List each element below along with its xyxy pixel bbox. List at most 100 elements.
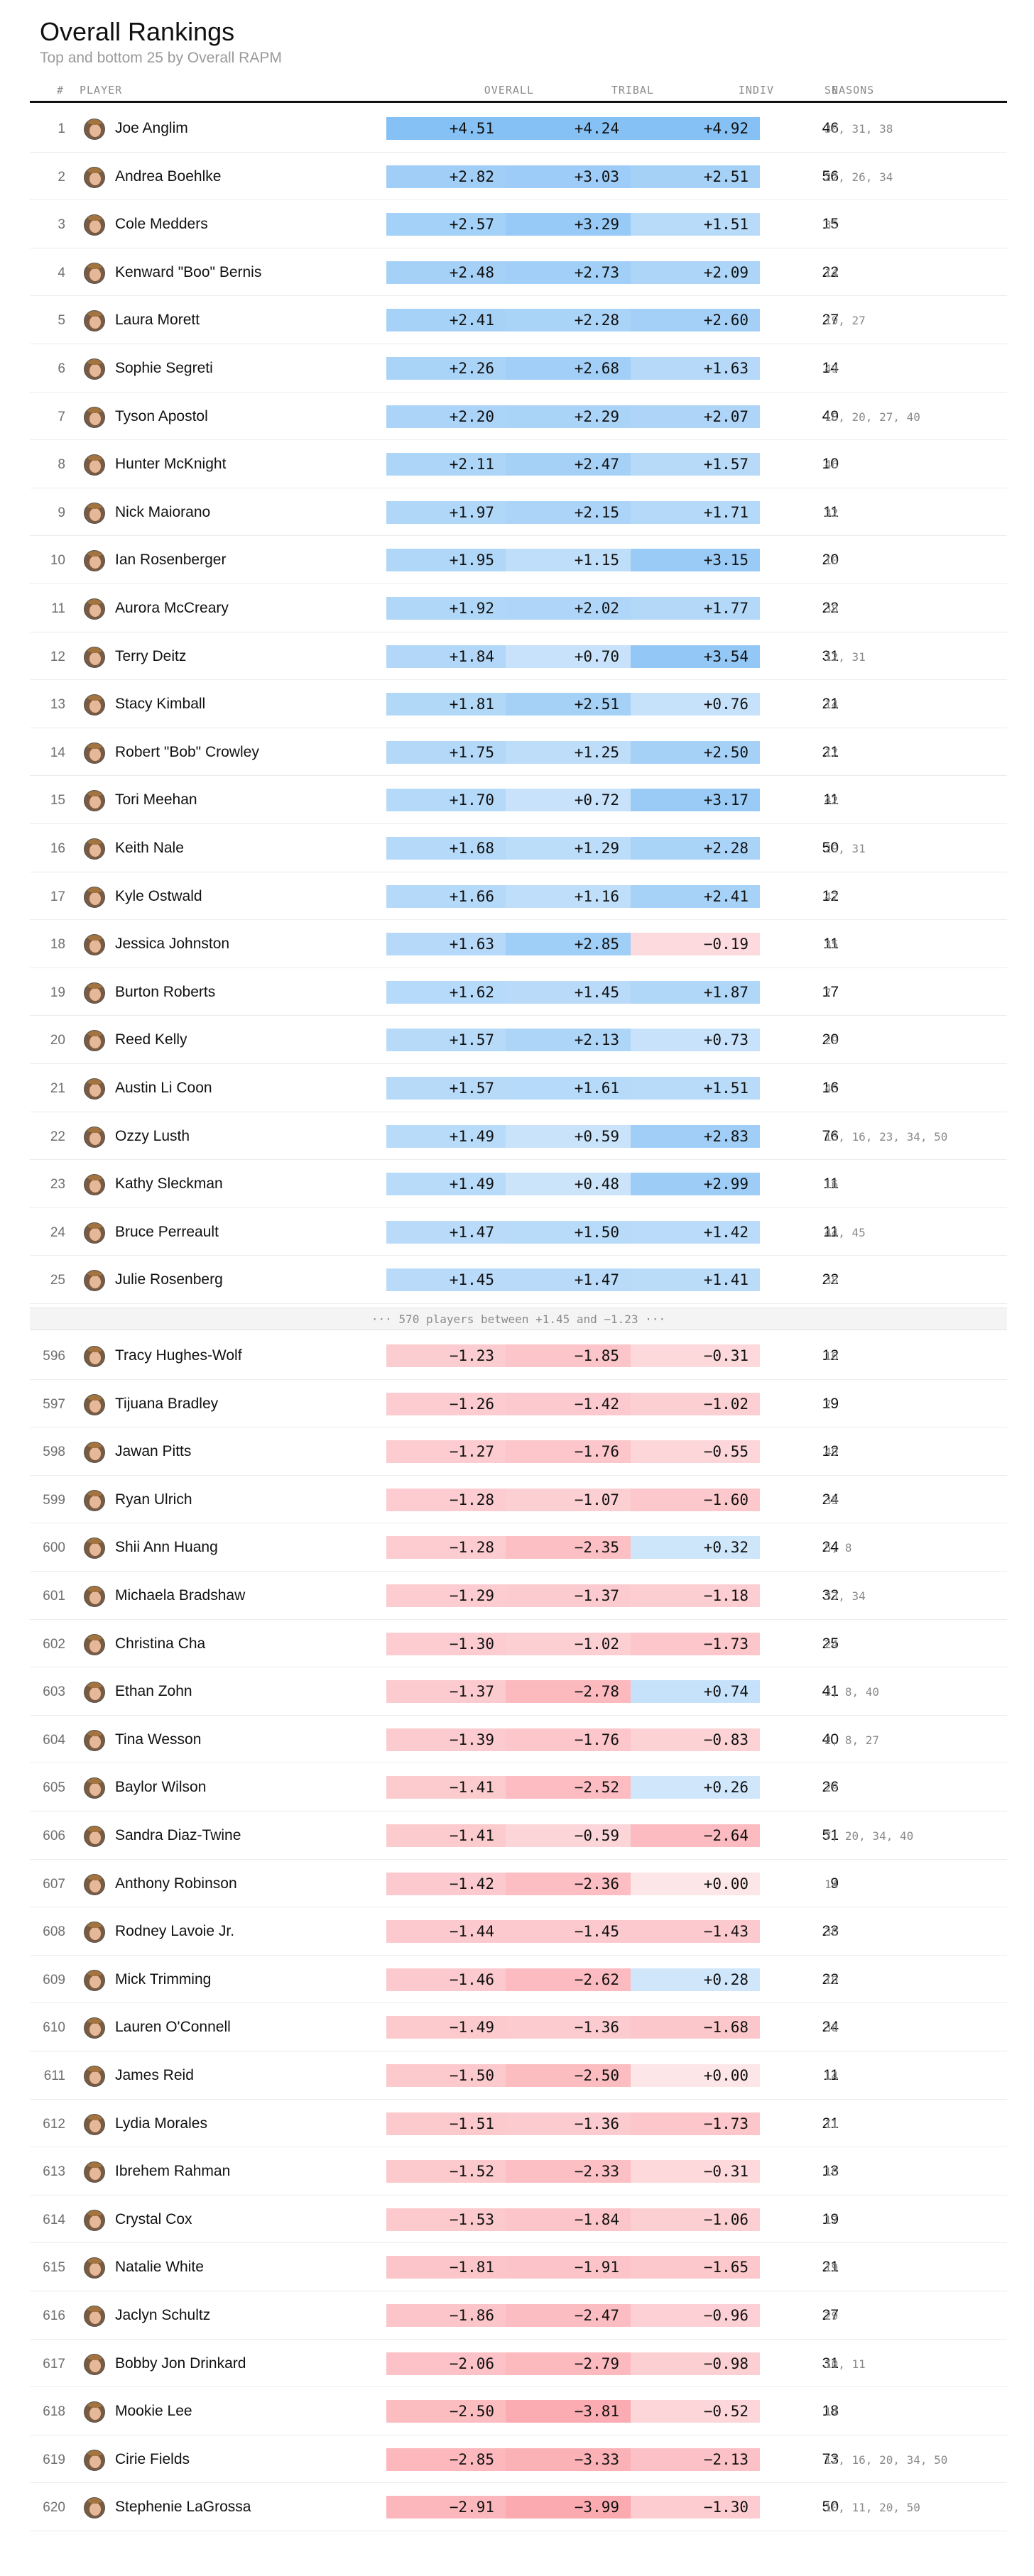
player-name[interactable]: Burton Roberts <box>115 983 216 1000</box>
table-row[interactable]: 18 Jessica Johnston +1.63 +2.85 −0.19 11 35 <box>30 920 1007 968</box>
player-name[interactable]: Robert "Bob" Crowley <box>115 743 259 760</box>
table-row[interactable]: 603 Ethan Zohn −1.37 −2.78 +0.74 41 3, 8, 40 <box>30 1667 1007 1716</box>
player-name[interactable]: Laura Morett <box>115 312 200 329</box>
column-header-overall[interactable]: OVERALL <box>484 84 534 97</box>
player-name[interactable]: Baylor Wilson <box>115 1779 207 1796</box>
table-row[interactable]: 616 Jaclyn Schultz −1.86 −2.47 −0.96 27 29 <box>30 2291 1007 2340</box>
player-name[interactable]: Mookie Lee <box>115 2403 192 2420</box>
table-row[interactable]: 21 Austin Li Coon +1.57 +1.61 +1.51 16 45 <box>30 1064 1007 1112</box>
player-name[interactable]: Keith Nale <box>115 840 184 856</box>
player-name[interactable]: Sandra Diaz-Twine <box>115 1827 241 1843</box>
table-row[interactable]: 12 Terry Deitz +1.84 +0.70 +3.54 31 12, 31 <box>30 632 1007 681</box>
table-row[interactable]: 10 Ian Rosenberger +1.95 +1.15 +3.15 20 10 <box>30 536 1007 584</box>
table-row[interactable]: 16 Keith Nale +1.68 +1.29 +2.28 50 29, 31 <box>30 824 1007 872</box>
table-row[interactable]: 597 Tijuana Bradley −1.26 −1.42 −1.02 19 7 <box>30 1380 1007 1428</box>
player-name[interactable]: Anthony Robinson <box>115 1875 237 1892</box>
player-name[interactable]: Nick Maiorano <box>115 503 211 520</box>
player-name[interactable]: Kathy Sleckman <box>115 1175 223 1193</box>
player-name[interactable]: Tyson Apostol <box>115 407 208 424</box>
player-name[interactable]: Rodney Lavoie Jr. <box>115 1923 235 1940</box>
player-name[interactable]: Kyle Ostwald <box>115 887 202 904</box>
table-row[interactable]: 599 Ryan Ulrich −1.28 −1.07 −1.60 24 35 <box>30 1476 1007 1524</box>
table-row[interactable]: 7 Tyson Apostol +2.20 +2.29 +2.07 49 18, 20, 2… <box>30 393 1007 441</box>
column-header-player[interactable]: PLAYER <box>80 84 123 97</box>
player-name[interactable]: Jessica Johnston <box>115 936 230 953</box>
table-row[interactable]: 601 Michaela Bradshaw −1.29 −1.37 −1.18 32 33,… <box>30 1572 1007 1620</box>
player-name[interactable]: Shii Ann Huang <box>115 1539 218 1556</box>
table-row[interactable]: 3 Cole Medders +2.57 +3.29 +1.51 15 35 <box>30 200 1007 248</box>
player-name[interactable]: Lauren O'Connell <box>115 2019 231 2036</box>
column-header-n[interactable]: N <box>831 84 839 97</box>
table-row[interactable]: 14 Robert "Bob" Crowley +1.75 +1.25 +2.50 21 1… <box>30 728 1007 777</box>
player-name[interactable]: Julie Rosenberg <box>115 1271 223 1288</box>
table-row[interactable]: 9 Nick Maiorano +1.97 +2.15 +1.71 11 32 <box>30 488 1007 537</box>
table-row[interactable]: 24 Bruce Perreault +1.47 +1.50 +1.42 11 44, 45 <box>30 1208 1007 1256</box>
player-name[interactable]: Bruce Perreault <box>115 1223 219 1240</box>
table-row[interactable]: 22 Ozzy Lusth +1.49 +0.59 +2.83 76 13, 16, 23,… <box>30 1112 1007 1161</box>
table-row[interactable]: 611 James Reid −1.50 −2.50 +0.00 11 14 <box>30 2051 1007 2100</box>
player-name[interactable]: Crystal Cox <box>115 2210 192 2227</box>
table-row[interactable]: 602 Christina Cha −1.30 −1.02 −1.73 25 24 <box>30 1620 1007 1668</box>
player-name[interactable]: Sophie Segreti <box>115 360 213 376</box>
table-row[interactable]: 598 Jawan Pitts −1.27 −1.76 −0.55 12 49 <box>30 1427 1007 1476</box>
player-name[interactable]: Stephenie LaGrossa <box>115 2499 251 2516</box>
table-row[interactable]: 605 Baylor Wilson −1.41 −2.52 +0.26 26 29 <box>30 1763 1007 1812</box>
player-name[interactable]: Ibrehem Rahman <box>115 2163 231 2180</box>
player-name[interactable]: Lydia Morales <box>115 2115 207 2132</box>
table-row[interactable]: 606 Sandra Diaz-Twine −1.41 −0.59 −2.64 51 7, … <box>30 1812 1007 1860</box>
player-name[interactable]: Cole Medders <box>115 216 208 233</box>
player-name[interactable]: Joe Anglim <box>115 120 188 136</box>
player-name[interactable]: Tijuana Bradley <box>115 1395 219 1412</box>
table-row[interactable]: 23 Kathy Sleckman +1.49 +0.48 +2.99 11 16 <box>30 1160 1007 1208</box>
player-name[interactable]: Kenward "Boo" Bernis <box>115 263 262 280</box>
player-name[interactable]: Tori Meehan <box>115 791 197 809</box>
player-name[interactable]: Bobby Jon Drinkard <box>115 2355 246 2372</box>
column-header-indiv[interactable]: INDIV <box>738 84 774 97</box>
player-name[interactable]: Ethan Zohn <box>115 1683 192 1700</box>
table-row[interactable]: 15 Tori Meehan +1.70 +0.72 +3.17 11 42 <box>30 776 1007 824</box>
player-name[interactable]: Ian Rosenberger <box>115 552 227 569</box>
collapsed-rows-separator[interactable]: ··· 570 players between +1.45 and −1.23 … <box>30 1308 1007 1330</box>
column-header-tribal[interactable]: TRIBAL <box>611 84 654 97</box>
table-row[interactable]: 600 Shii Ann Huang −1.28 −2.35 +0.32 24 5, 8 <box>30 1523 1007 1572</box>
table-row[interactable]: 8 Hunter McKnight +2.11 +2.47 +1.57 10 46 <box>30 440 1007 488</box>
table-row[interactable]: 25 Julie Rosenberg +1.45 +1.47 +1.41 22 38 <box>30 1256 1007 1304</box>
player-name[interactable]: James Reid <box>115 2067 194 2083</box>
column-header-rank[interactable]: # <box>56 84 64 97</box>
player-name[interactable]: Ryan Ulrich <box>115 1491 192 1508</box>
table-row[interactable]: 614 Crystal Cox −1.53 −1.84 −1.06 19 17 <box>30 2196 1007 2244</box>
table-row[interactable]: 612 Lydia Morales −1.51 −1.36 −1.73 21 11 <box>30 2100 1007 2148</box>
table-row[interactable]: 609 Mick Trimming −1.46 −2.62 +0.28 22 19 <box>30 1956 1007 2004</box>
table-row[interactable]: 2 Andrea Boehlke +2.82 +3.03 +2.51 56 22, 26, … <box>30 153 1007 201</box>
table-row[interactable]: 17 Kyle Ostwald +1.66 +1.16 +2.41 12 47 <box>30 872 1007 921</box>
player-name[interactable]: Christina Cha <box>115 1635 206 1652</box>
column-header-seasons[interactable]: SEASONS <box>825 84 875 97</box>
table-row[interactable]: 617 Bobby Jon Drinkard −2.06 −2.79 −0.98 31 10… <box>30 2340 1007 2388</box>
table-row[interactable]: 618 Mookie Lee −2.50 −3.81 −0.52 18 14 <box>30 2387 1007 2435</box>
player-name[interactable]: Hunter McKnight <box>115 456 227 473</box>
table-row[interactable]: 610 Lauren O'Connell −1.49 −1.36 −1.68 24 38 <box>30 2003 1007 2051</box>
table-row[interactable]: 613 Ibrehem Rahman −1.52 −2.33 −0.31 13 10 <box>30 2147 1007 2196</box>
table-row[interactable]: 615 Natalie White −1.81 −1.91 −1.65 21 19 <box>30 2243 1007 2291</box>
player-name[interactable]: Tracy Hughes-Wolf <box>115 1347 242 1364</box>
player-name[interactable]: Cirie Fields <box>115 2450 190 2467</box>
player-name[interactable]: Stacy Kimball <box>115 696 206 713</box>
player-name[interactable]: Reed Kelly <box>115 1031 187 1048</box>
table-row[interactable]: 620 Stephenie LaGrossa −2.91 −3.99 −1.30 50 10… <box>30 2483 1007 2531</box>
player-name[interactable]: Terry Deitz <box>115 647 187 664</box>
table-row[interactable]: 608 Rodney Lavoie Jr. −1.44 −1.45 −1.43 23 30 <box>30 1907 1007 1956</box>
table-row[interactable]: 19 Burton Roberts +1.62 +1.45 +1.87 17 7 <box>30 968 1007 1016</box>
table-row[interactable]: 11 Aurora McCreary +1.92 +2.02 +1.77 22 38 <box>30 584 1007 632</box>
table-row[interactable]: 5 Laura Morett +2.41 +2.28 +2.60 27 19, 27 <box>30 296 1007 344</box>
player-name[interactable]: Tina Wesson <box>115 1731 202 1748</box>
table-row[interactable]: 619 Cirie Fields −2.85 −3.33 −2.13 73 12, 16, … <box>30 2435 1007 2484</box>
player-name[interactable]: Natalie White <box>115 2259 204 2276</box>
table-row[interactable]: 4 Kenward "Boo" Bernis +2.48 +2.73 +2.09 22 14 <box>30 248 1007 297</box>
table-row[interactable]: 1 Joe Anglim +4.51 +4.24 +4.92 46 30, 31, 38 <box>30 104 1007 153</box>
table-row[interactable]: 604 Tina Wesson −1.39 −1.76 −0.83 40 2, 8, 27 <box>30 1716 1007 1764</box>
player-name[interactable]: Mick Trimming <box>115 1971 212 1988</box>
table-row[interactable]: 13 Stacy Kimball +1.81 +2.51 +0.76 21 14 <box>30 680 1007 728</box>
player-name[interactable]: Ozzy Lusth <box>115 1127 190 1144</box>
table-row[interactable]: 20 Reed Kelly +1.57 +2.13 +0.73 20 29 <box>30 1016 1007 1064</box>
player-name[interactable]: Jawan Pitts <box>115 1443 192 1460</box>
